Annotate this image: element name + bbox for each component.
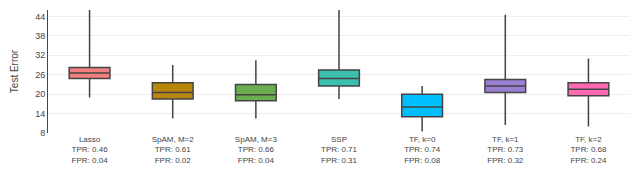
svg-text:20: 20 xyxy=(35,89,45,99)
svg-text:SSPTPR: 0.71FPR: 0.31: SSPTPR: 0.71FPR: 0.31 xyxy=(321,135,358,165)
svg-text:26: 26 xyxy=(35,70,45,80)
svg-text:8: 8 xyxy=(40,128,45,138)
svg-text:SpAM, M=2TPR: 0.61FPR: 0.02: SpAM, M=2TPR: 0.61FPR: 0.02 xyxy=(152,135,195,165)
svg-text:Test Error: Test Error xyxy=(9,49,20,93)
svg-text:TF, k=1TPR: 0.73FPR: 0.32: TF, k=1TPR: 0.73FPR: 0.32 xyxy=(487,135,524,165)
svg-text:38: 38 xyxy=(35,31,45,41)
svg-text:TF, k=0TPR: 0.74FPR: 0.08: TF, k=0TPR: 0.74FPR: 0.08 xyxy=(404,135,441,165)
svg-text:44: 44 xyxy=(35,12,45,22)
svg-text:32: 32 xyxy=(35,50,45,60)
svg-text:TF, k=2TPR: 0.68FPR: 0.24: TF, k=2TPR: 0.68FPR: 0.24 xyxy=(570,135,607,165)
svg-text:14: 14 xyxy=(35,109,45,119)
svg-text:LassoTPR: 0.46FPR: 0.04: LassoTPR: 0.46FPR: 0.04 xyxy=(72,135,109,165)
svg-text:SpAM, M=3TPR: 0.66FPR: 0.04: SpAM, M=3TPR: 0.66FPR: 0.04 xyxy=(235,135,278,165)
